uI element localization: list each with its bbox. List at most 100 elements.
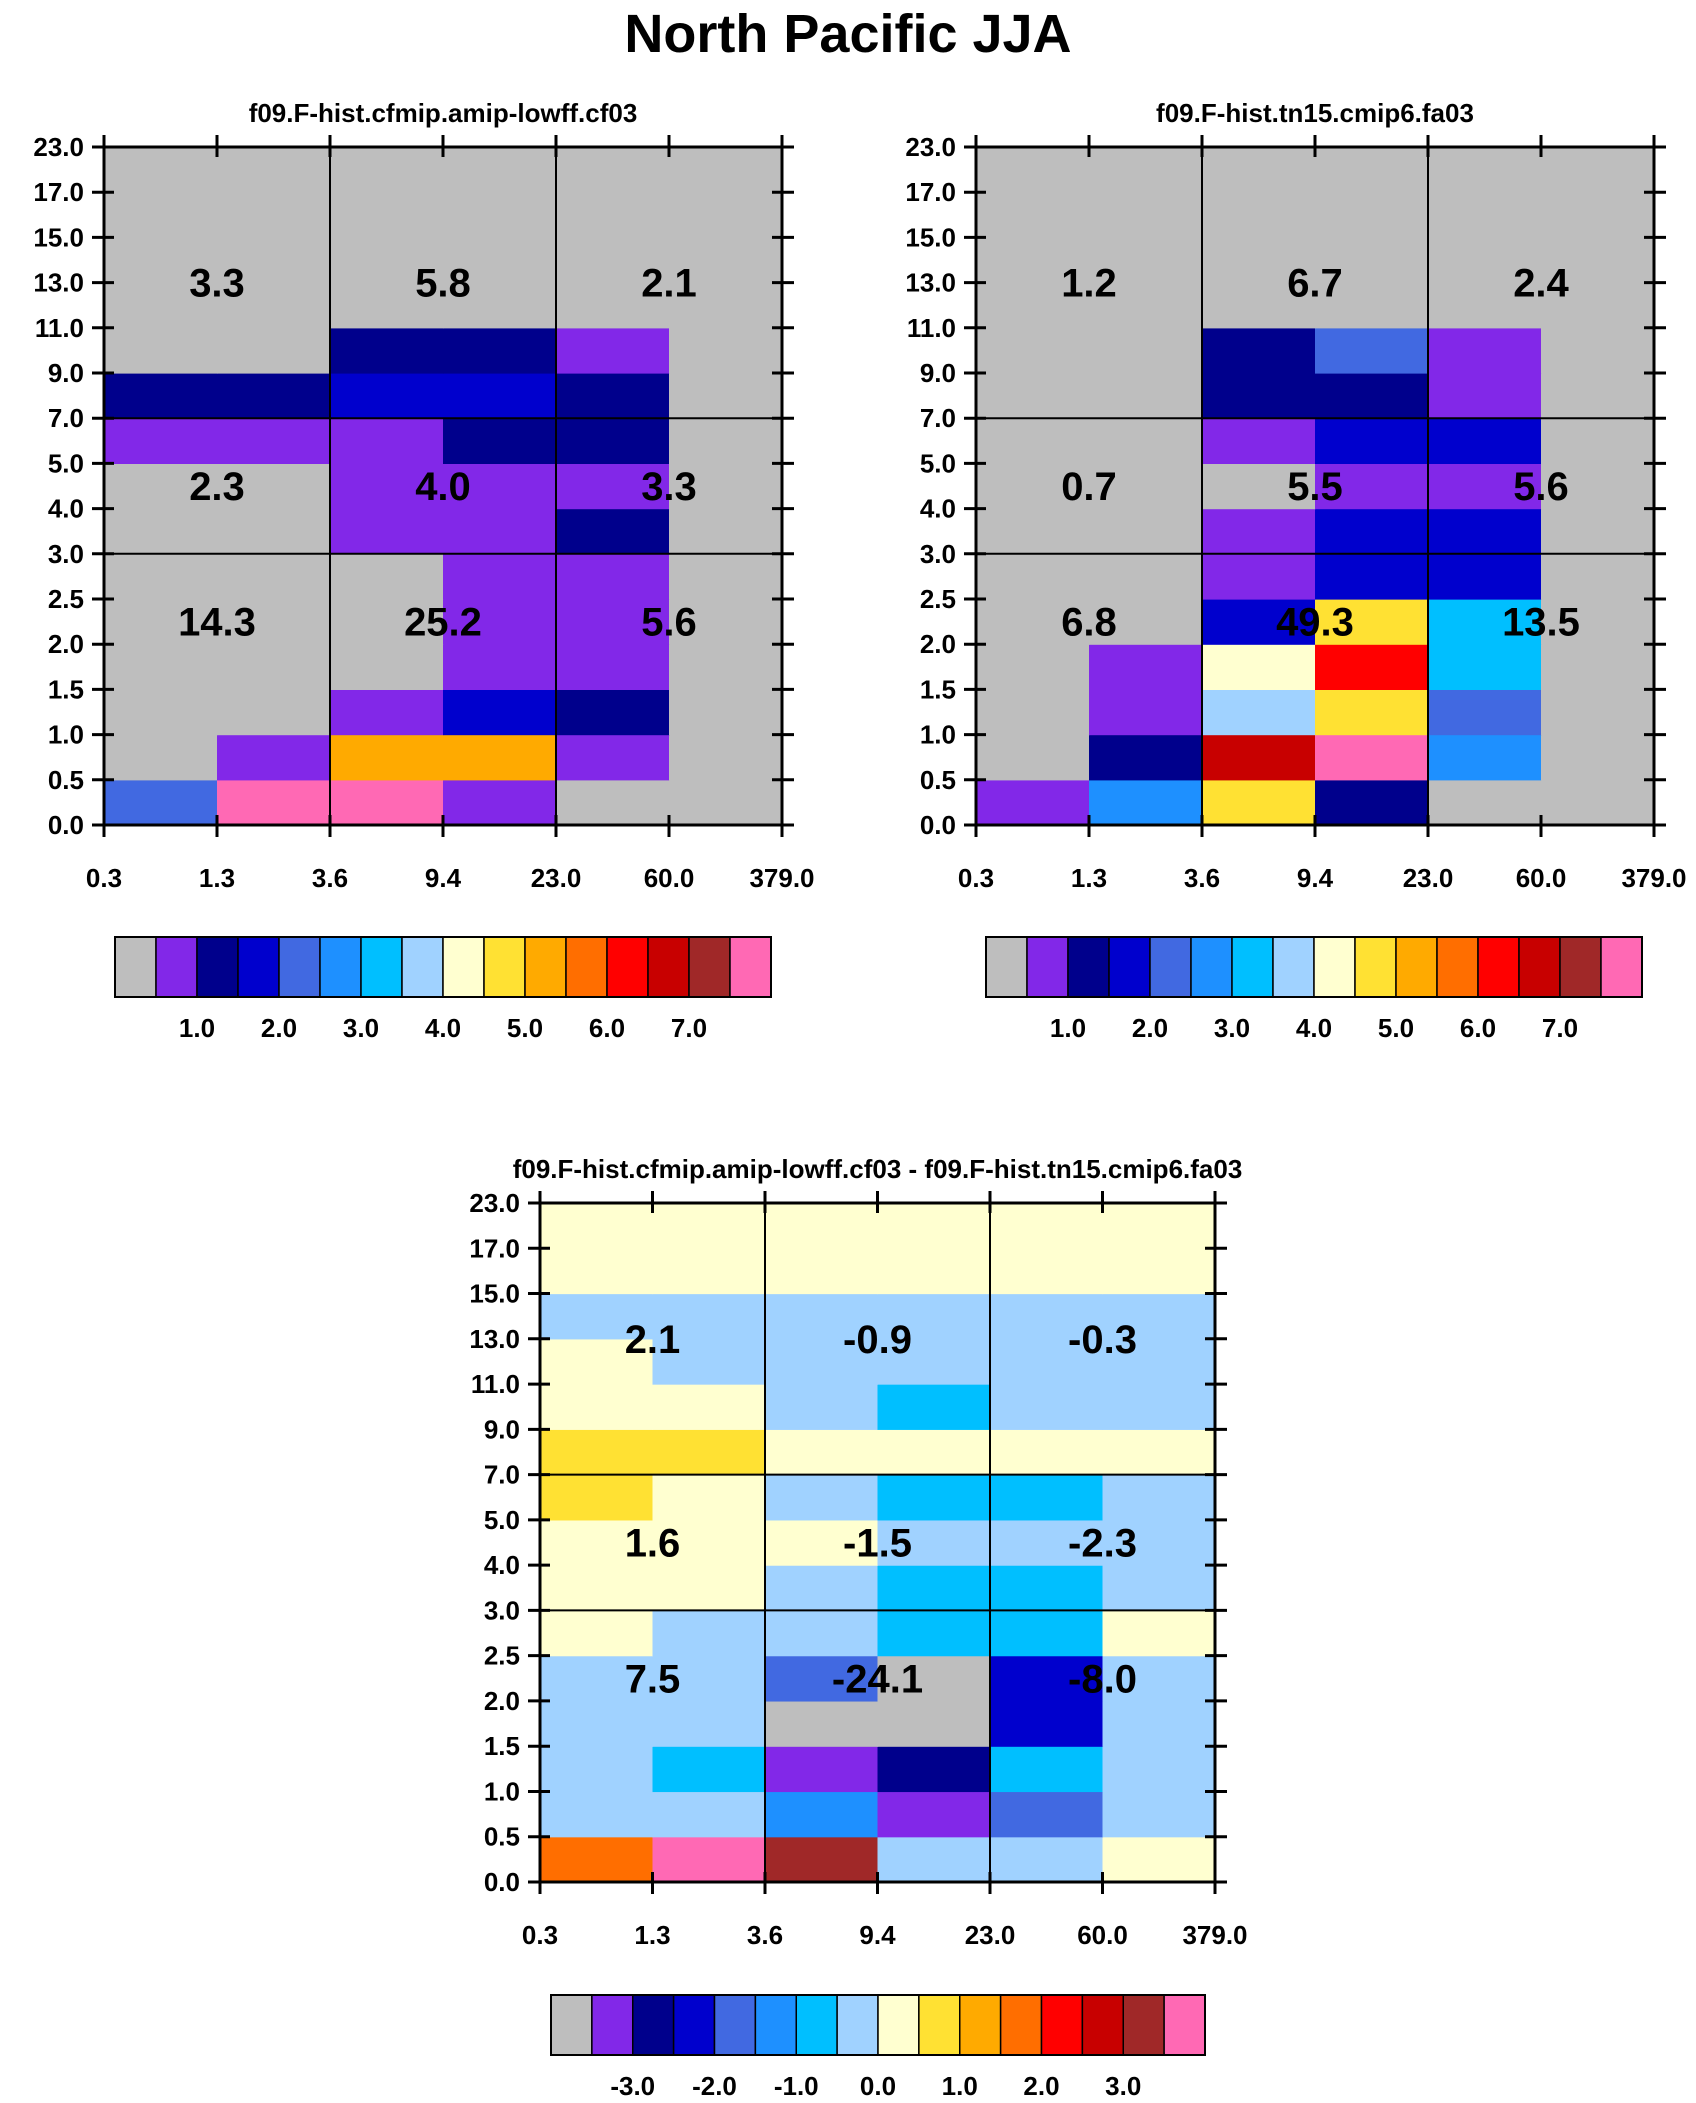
colorbar-swatch [836, 1994, 879, 2056]
heatmap-cell [1315, 327, 1429, 374]
heatmap-cell [443, 644, 557, 690]
y-tick-label: 17.0 [33, 177, 84, 207]
heatmap-cell [652, 1655, 766, 1702]
heatmap-cell [1102, 1474, 1216, 1521]
heatmap-cell [669, 327, 783, 374]
heatmap-cell [652, 1474, 766, 1521]
heatmap-cell [330, 418, 444, 464]
heatmap-cell [1089, 418, 1203, 464]
x-tick-label: 60.0 [1516, 863, 1567, 893]
heatmap-cell [1428, 373, 1542, 419]
heatmap-cell [877, 1248, 991, 1295]
y-tick-label: 7.0 [48, 403, 84, 433]
x-tick-label: 9.4 [1297, 863, 1334, 893]
heatmap-cell [217, 192, 331, 238]
y-tick-label: 1.0 [920, 720, 956, 750]
heatmap-cell [765, 1474, 879, 1521]
colorbar-swatch [1395, 936, 1438, 998]
heatmap-cell [443, 192, 557, 238]
heatmap-cell [443, 237, 557, 284]
colorbar-swatch [672, 1994, 716, 2056]
heatmap-cell [669, 147, 783, 193]
heatmap-cell [669, 192, 783, 238]
y-tick-label: 4.0 [48, 494, 84, 524]
colorbar-label: 3.0 [343, 1013, 379, 1043]
heatmap-cell [1102, 1655, 1216, 1702]
colorbar-swatch [565, 936, 608, 998]
heatmap-cell [765, 1293, 879, 1340]
heatmap-cell [104, 282, 218, 329]
heatmap-cell [1541, 327, 1655, 374]
colorbar-label: 2.0 [1023, 2071, 1059, 2101]
heatmap-cell [540, 1293, 654, 1340]
heatmap-cell [443, 508, 557, 555]
heatmap-cell [1089, 463, 1203, 510]
colorbar-swatch [1040, 1994, 1084, 2056]
heatmap-cell [104, 553, 218, 600]
heatmap-cell [1541, 644, 1655, 690]
heatmap-cell [976, 553, 1090, 600]
colorbar-label: 6.0 [589, 1013, 625, 1043]
heatmap-cell [976, 418, 1090, 464]
heatmap-cell [877, 1746, 991, 1793]
heatmap-cell [1315, 689, 1429, 736]
box-value-label: 0.7 [1061, 465, 1117, 509]
heatmap-cell [1428, 644, 1542, 690]
heatmap-cell [1089, 734, 1203, 781]
heatmap-cell [1089, 599, 1203, 645]
heatmap-cell [540, 1474, 654, 1521]
y-tick-label: 17.0 [469, 1233, 520, 1263]
heatmap-cell [877, 1791, 991, 1838]
y-tick-label: 3.0 [48, 539, 84, 569]
heatmap-cell [556, 508, 670, 555]
heatmap-cell [976, 734, 1090, 781]
y-tick-label: 5.0 [484, 1505, 520, 1535]
heatmap-cell [976, 192, 1090, 238]
heatmap-cell [1428, 553, 1542, 600]
colorbar-swatch [1272, 936, 1315, 998]
x-tick-label: 0.3 [86, 863, 122, 893]
heatmap-cell [1202, 644, 1316, 690]
heatmap-cell [540, 1836, 654, 1883]
heatmap-cell [1089, 147, 1203, 193]
heatmap-cell [652, 1429, 766, 1476]
heatmap-cell [1315, 599, 1429, 645]
x-tick-label: 379.0 [749, 863, 814, 893]
heatmap-cell [540, 1746, 654, 1793]
heatmap-cell [669, 779, 783, 826]
heatmap-cell [1315, 192, 1429, 238]
heatmap-cell [1202, 327, 1316, 374]
heatmap-cell [1089, 644, 1203, 690]
colorbar-swatch [1122, 1994, 1165, 2056]
heatmap-cell [104, 418, 218, 464]
y-tick-label: 5.0 [920, 448, 956, 478]
heatmap-cell [330, 553, 444, 600]
colorbar-label: 4.0 [1296, 1013, 1332, 1043]
heatmap-cell [877, 1519, 991, 1566]
heatmap-cell [1202, 373, 1316, 419]
heatmap-cell [1315, 644, 1429, 690]
colorbar-frame [985, 936, 1643, 998]
colorbar-swatch [1067, 936, 1110, 998]
colorbar-label: 5.0 [507, 1013, 543, 1043]
heatmap-cell [556, 282, 670, 329]
heatmap-cell [556, 373, 670, 419]
heatmap-cell [556, 237, 670, 284]
heatmap-cell [1428, 599, 1542, 645]
heatmap-cell [990, 1203, 1104, 1249]
heatmap-cell [556, 599, 670, 645]
x-tick-label: 0.3 [958, 863, 994, 893]
heatmap-cell [104, 463, 218, 510]
y-tick-label: 17.0 [905, 177, 956, 207]
heatmap-cell [1102, 1384, 1216, 1430]
y-tick-label: 3.0 [484, 1595, 520, 1625]
heatmap-cell [443, 553, 557, 600]
colorbar-swatch [688, 936, 731, 998]
heatmap-cell [540, 1384, 654, 1430]
box-value-label: 7.5 [625, 1657, 681, 1701]
heatmap-cell [1102, 1836, 1216, 1883]
heatmap-cell [104, 327, 218, 374]
heatmap-cell [1315, 237, 1429, 284]
heatmap-cell [1102, 1293, 1216, 1340]
heatmap-cell [217, 508, 331, 555]
